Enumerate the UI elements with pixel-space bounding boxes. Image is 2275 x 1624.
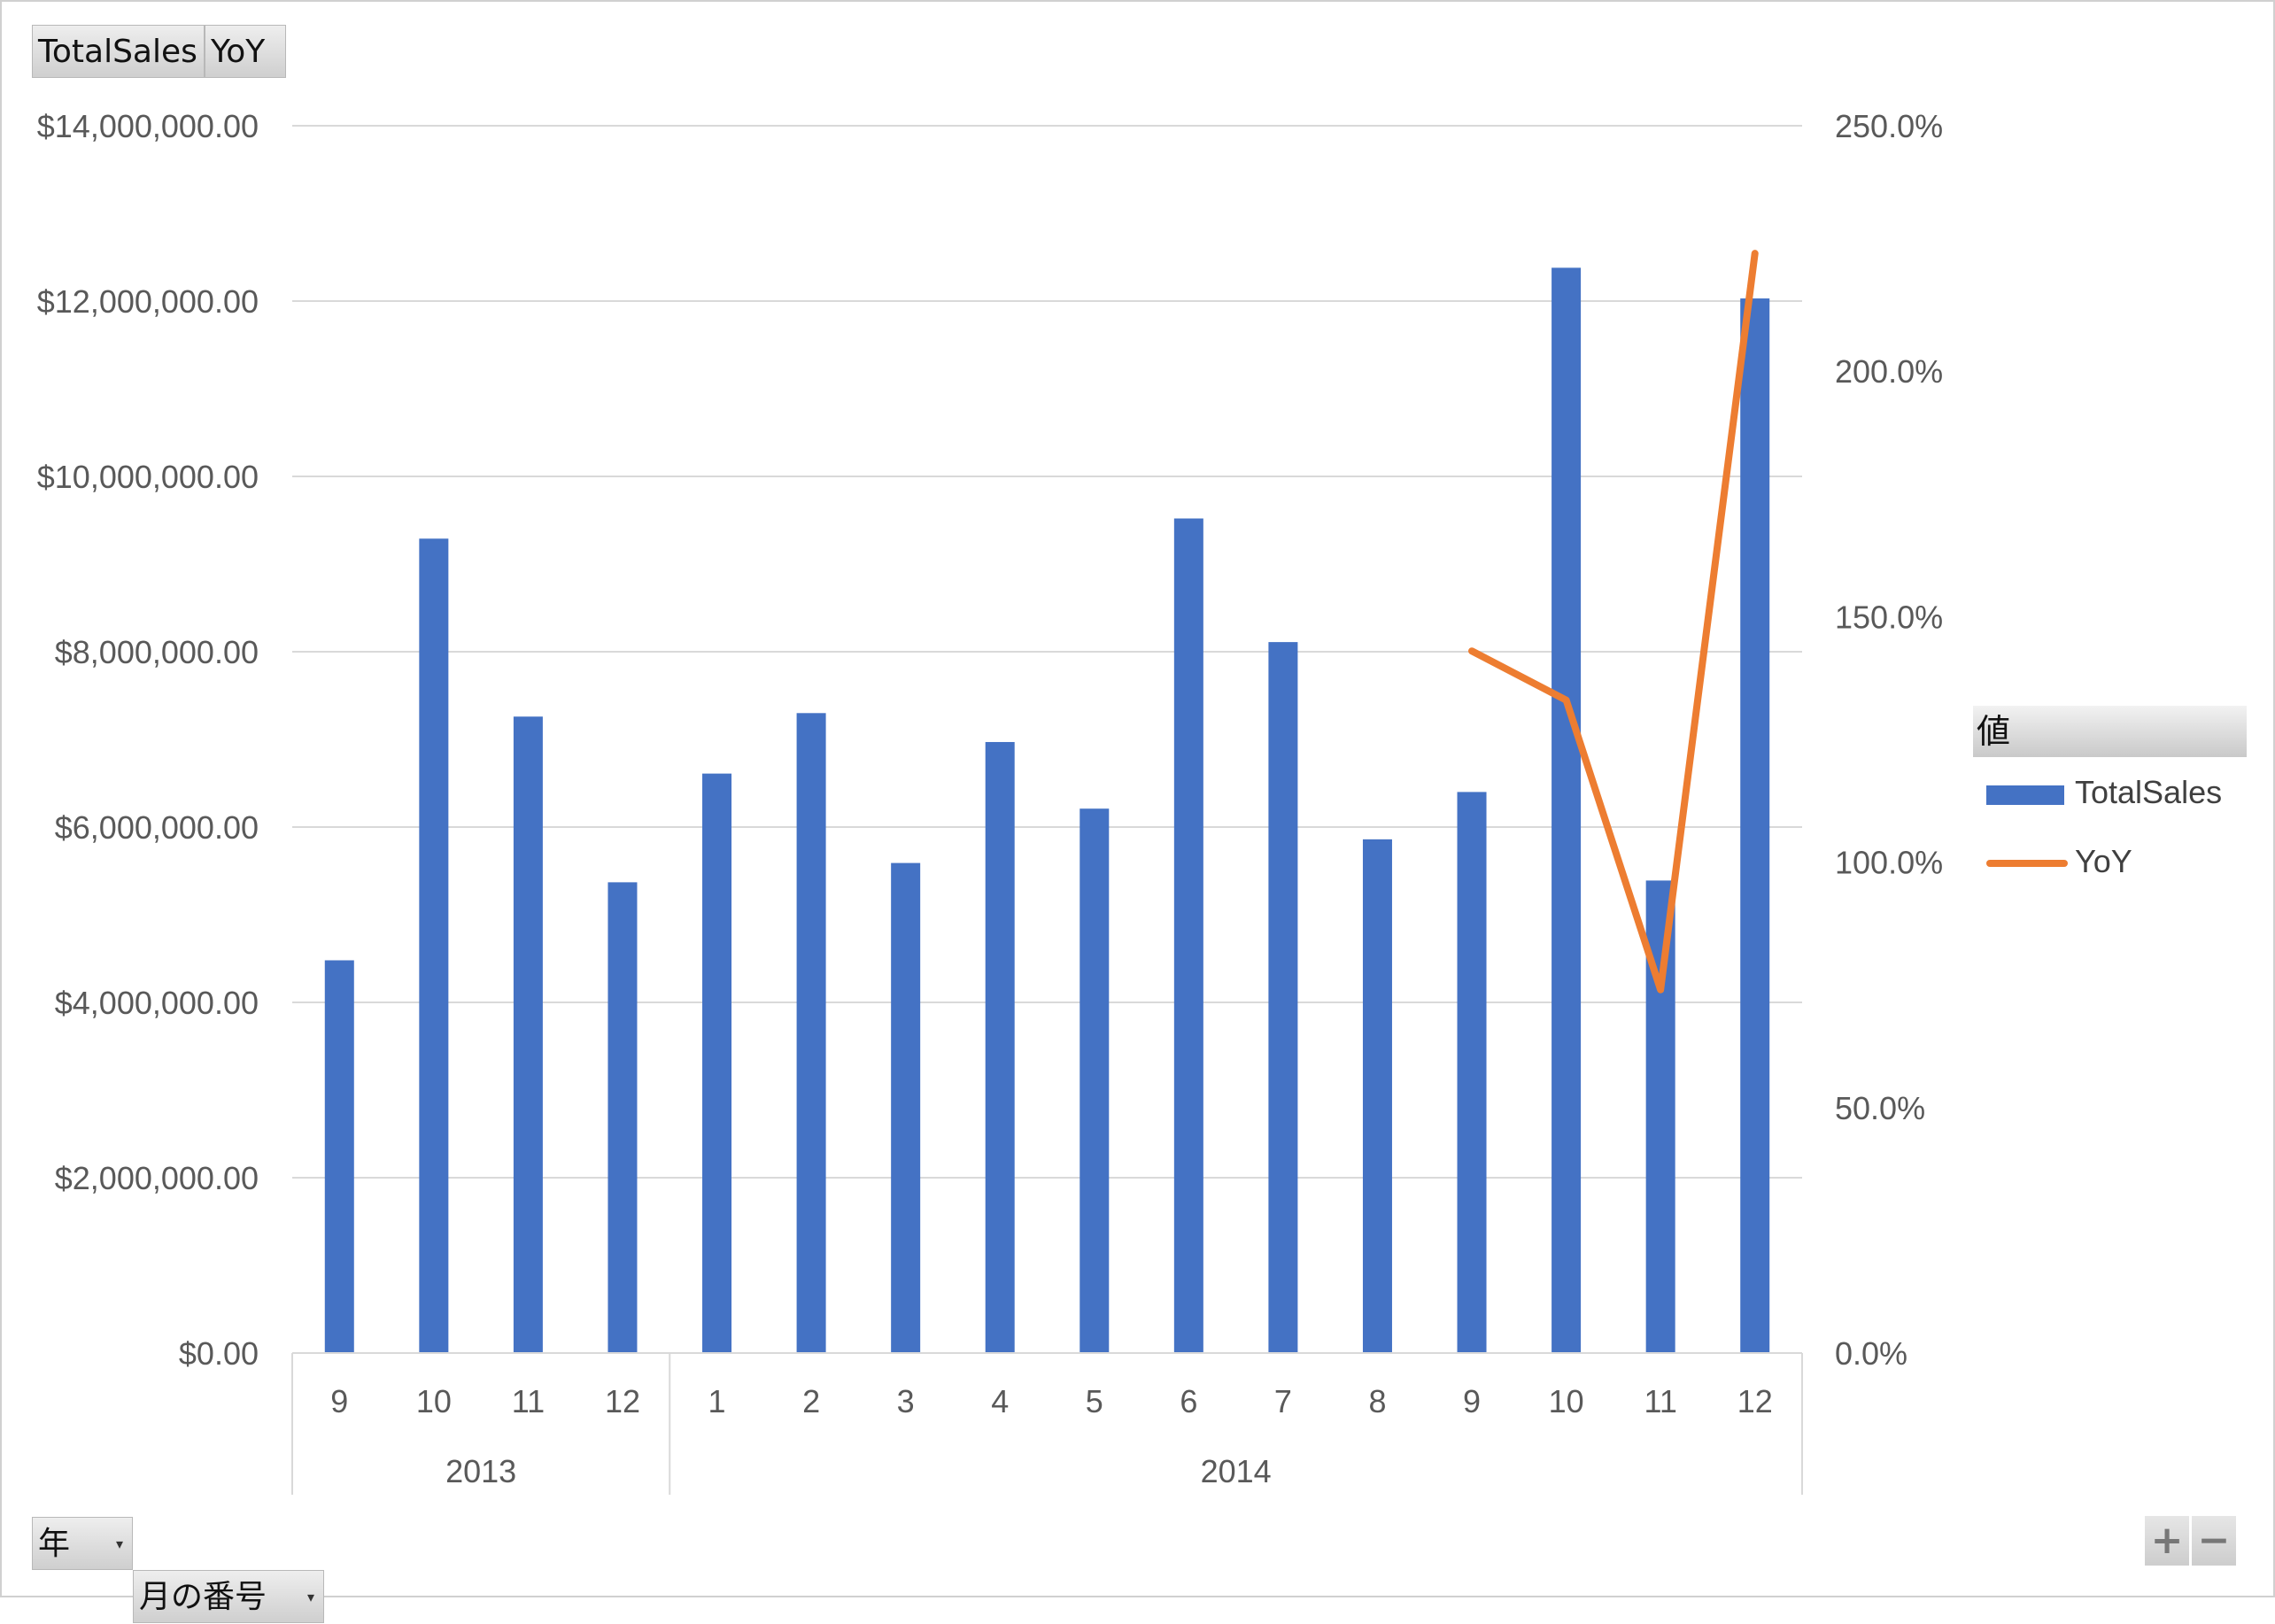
x-tick-label: 11 [1644, 1383, 1676, 1419]
line-yoy-path [1468, 250, 1759, 994]
axes: $0.00 $2,000,000.00 $4,000,000.00 $6,000,00… [37, 108, 1943, 1495]
legend-swatch-line [1986, 860, 2068, 867]
bar-totalsales [1457, 792, 1487, 1353]
bar-totalsales [419, 538, 449, 1353]
y-right-tick-label: 150.0% [1835, 599, 1943, 635]
bar-totalsales [607, 882, 638, 1353]
y-left-tick-label: $4,000,000.00 [55, 985, 259, 1021]
y-right-tick-label: 50.0% [1835, 1090, 1925, 1126]
x-tick-label: 4 [991, 1383, 1009, 1419]
legend-label-yoy: YoY [2075, 843, 2132, 879]
bar-totalsales [1079, 808, 1110, 1353]
x-tick-label: 1 [708, 1383, 726, 1419]
x-tick-label: 7 [1274, 1383, 1292, 1419]
legend-label-totalsales: TotalSales [2075, 774, 2223, 810]
bar-totalsales [985, 741, 1015, 1353]
field-button-yoy[interactable]: YoY [205, 25, 286, 78]
bars-totalsales [324, 267, 1770, 1353]
x-tick-label: 12 [605, 1383, 640, 1419]
legend-swatch-bar [1986, 785, 2064, 805]
x-tick-label: 9 [330, 1383, 348, 1419]
y-left-tick-label: $8,000,000.00 [55, 634, 259, 670]
bar-totalsales [796, 713, 826, 1353]
x-tick-label: 10 [416, 1383, 452, 1419]
bar-totalsales [891, 862, 921, 1353]
bar-totalsales [1362, 839, 1392, 1353]
x-tick-label: 9 [1463, 1383, 1481, 1419]
y-left-tick-label: $10,000,000.00 [37, 459, 259, 495]
y-left-tick-label: $2,000,000.00 [55, 1160, 259, 1196]
bar-totalsales [513, 716, 543, 1353]
collapse-field-button[interactable]: − [2192, 1516, 2236, 1566]
legend-title: 値 [1973, 706, 2247, 757]
x-tick-label: 12 [1737, 1383, 1773, 1419]
y-right-tick-label: 250.0% [1835, 108, 1943, 144]
axis-field-year-dropdown[interactable]: 年 ▾ [32, 1517, 133, 1570]
bar-totalsales [1268, 642, 1298, 1353]
x-tick-label: 6 [1180, 1383, 1197, 1419]
y-left-tick-label: $6,000,000.00 [55, 809, 259, 846]
x-group-label: 2014 [1201, 1453, 1272, 1489]
y-right-tick-label: 0.0% [1835, 1335, 1907, 1372]
y-left-tick-label: $0.00 [179, 1335, 259, 1372]
bar-totalsales [702, 773, 732, 1353]
y-left-tick-label: $12,000,000.00 [37, 283, 259, 320]
x-group-label: 2013 [445, 1453, 516, 1489]
x-tick-label: 5 [1086, 1383, 1103, 1419]
line-yoy [1468, 250, 1759, 994]
chevron-down-icon: ▾ [306, 1589, 314, 1605]
bar-totalsales [1551, 267, 1582, 1353]
x-tick-label: 2 [802, 1383, 820, 1419]
field-button-totalsales[interactable]: TotalSales [32, 25, 205, 78]
bar-totalsales [324, 960, 354, 1353]
x-tick-label: 8 [1368, 1383, 1386, 1419]
x-tick-label: 3 [897, 1383, 915, 1419]
x-tick-label: 10 [1549, 1383, 1584, 1419]
legend-item-yoy: YoY [1986, 839, 2252, 884]
chevron-down-icon: ▾ [115, 1535, 123, 1552]
y-left-tick-label: $14,000,000.00 [37, 108, 259, 144]
y-right-tick-label: 100.0% [1835, 845, 1943, 881]
legend-item-totalsales: TotalSales [1986, 770, 2252, 815]
y-right-tick-label: 200.0% [1835, 353, 1943, 390]
x-tick-label: 11 [512, 1383, 545, 1419]
bar-totalsales [1173, 518, 1203, 1353]
gridlines [292, 125, 1802, 1179]
bar-totalsales [1740, 298, 1770, 1353]
axis-field-year-label: 年 [38, 1526, 71, 1562]
expand-field-button[interactable]: + [2145, 1516, 2189, 1566]
axis-field-month-dropdown[interactable]: 月の番号 ▾ [133, 1570, 324, 1623]
